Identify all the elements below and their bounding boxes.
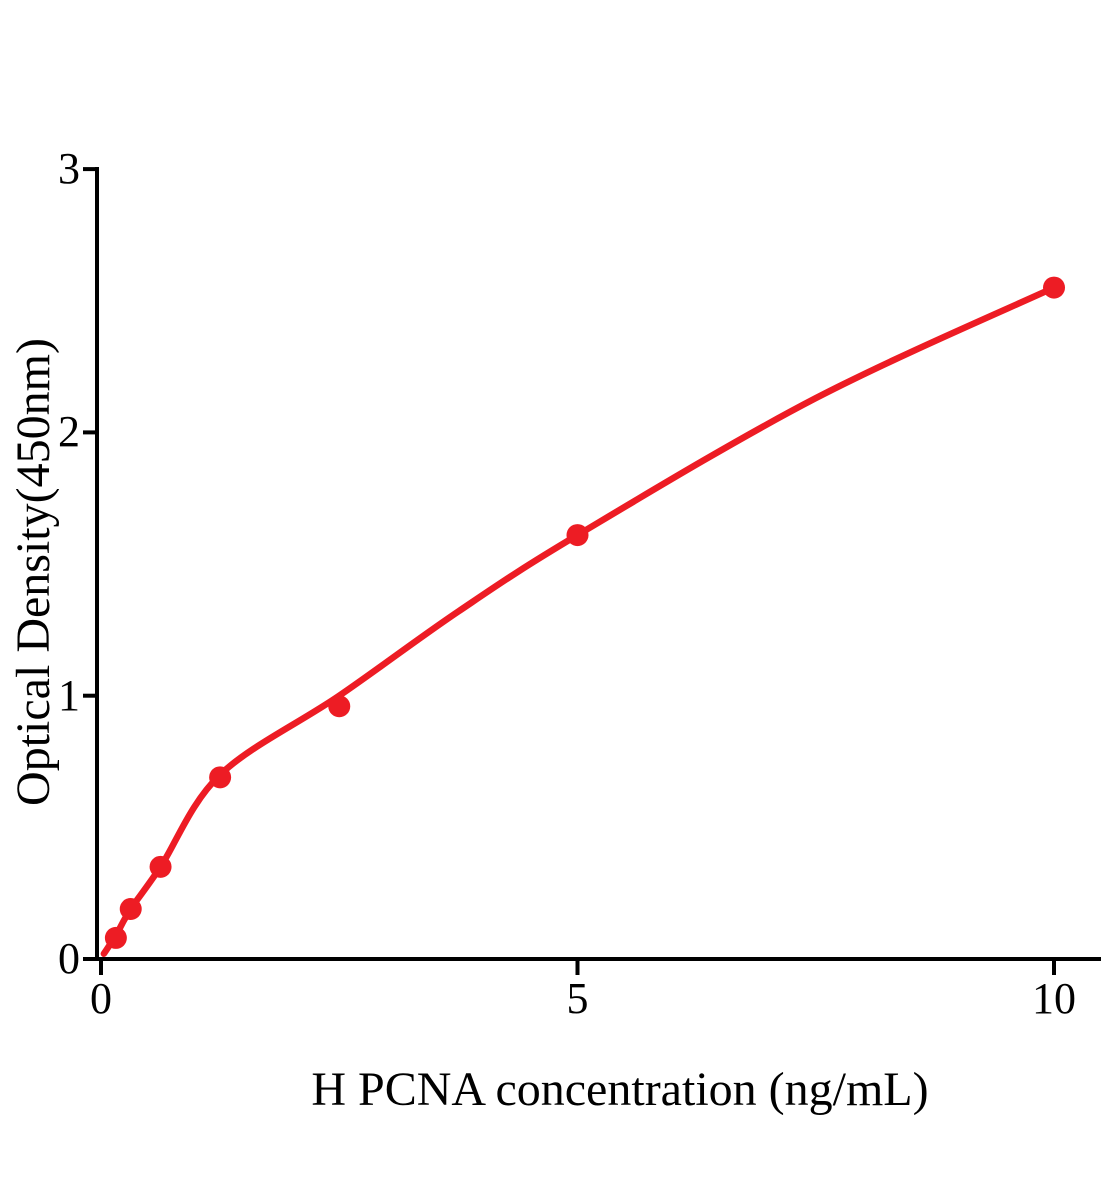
- y-tick-label: 3: [58, 144, 80, 194]
- y-tick-label: 1: [58, 670, 80, 720]
- data-point: [328, 695, 351, 718]
- data-point: [119, 897, 142, 920]
- y-axis-title: Optical Density(450nm): [7, 338, 60, 806]
- data-point: [104, 926, 127, 949]
- data-point: [149, 855, 172, 878]
- fit-curve: [100, 284, 1058, 957]
- x-tick-label: 5: [566, 974, 589, 1023]
- data-point: [1043, 276, 1065, 299]
- x-tick-label: 10: [1032, 974, 1076, 1023]
- y-tick-label: 2: [58, 407, 80, 457]
- data-point: [209, 766, 232, 789]
- y-tick-label: 0: [58, 934, 80, 983]
- x-tick-label: 0: [90, 974, 112, 1023]
- x-axis-title: H PCNA concentration (ng/mL): [311, 1063, 929, 1116]
- data-point: [566, 524, 589, 547]
